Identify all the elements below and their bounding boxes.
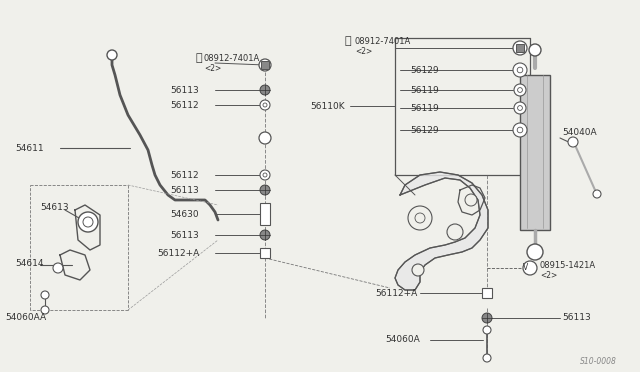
Circle shape [260,100,270,110]
Text: 08912-7401A: 08912-7401A [355,36,412,45]
Circle shape [408,206,432,230]
Text: 56129: 56129 [410,125,438,135]
Circle shape [518,106,522,110]
Polygon shape [395,172,488,290]
Circle shape [517,67,523,73]
Text: 54611: 54611 [15,144,44,153]
Circle shape [447,224,463,240]
Text: <2>: <2> [540,272,557,280]
Circle shape [41,306,49,314]
Circle shape [527,244,543,260]
Circle shape [259,132,271,144]
Text: 56112+A: 56112+A [157,248,199,257]
Text: 56113: 56113 [170,186,199,195]
Circle shape [514,84,526,96]
Text: 56119: 56119 [410,86,439,94]
Text: 56113: 56113 [170,86,199,94]
Text: Ⓝ: Ⓝ [345,36,351,46]
Text: <2>: <2> [355,46,372,55]
Text: <2>: <2> [204,64,221,73]
Circle shape [517,127,523,133]
Bar [260,203,270,225]
Circle shape [518,87,522,92]
Circle shape [263,173,267,177]
Circle shape [513,63,527,77]
Text: 56112: 56112 [170,170,198,180]
Circle shape [483,326,491,334]
Text: 54613: 54613 [40,202,68,212]
Text: V: V [524,263,529,273]
Circle shape [260,185,270,195]
Circle shape [263,103,267,107]
Text: 56113: 56113 [562,314,591,323]
Text: 54040A: 54040A [562,128,596,137]
Circle shape [260,230,270,240]
Text: 54614: 54614 [15,259,44,267]
Bar [520,75,550,230]
Circle shape [529,44,541,56]
Circle shape [53,263,63,273]
Text: 54060A: 54060A [385,336,420,344]
Bar [260,248,270,258]
Circle shape [593,190,601,198]
Text: 54060AA: 54060AA [5,314,46,323]
Circle shape [260,170,270,180]
Text: 08912-7401A: 08912-7401A [204,54,260,62]
Text: 54630: 54630 [170,209,198,218]
Circle shape [513,123,527,137]
Text: 56113: 56113 [170,231,199,240]
Text: Ⓝ: Ⓝ [195,53,202,63]
Circle shape [482,313,492,323]
Circle shape [483,354,491,362]
Circle shape [78,212,98,232]
Circle shape [260,85,270,95]
Bar [261,61,269,69]
Text: 56112: 56112 [170,100,198,109]
Circle shape [259,59,271,71]
Circle shape [513,41,527,55]
Text: 56110K: 56110K [310,102,344,110]
Text: S10-0008: S10-0008 [580,357,617,366]
Circle shape [41,291,49,299]
Bar [516,44,524,52]
Circle shape [523,261,537,275]
Text: 56119: 56119 [410,103,439,112]
Circle shape [107,50,117,60]
Circle shape [568,137,578,147]
Circle shape [412,264,424,276]
Bar [482,288,492,298]
Circle shape [415,213,425,223]
Circle shape [83,217,93,227]
Circle shape [514,102,526,114]
Text: 08915-1421A: 08915-1421A [540,260,596,269]
Text: 56129: 56129 [410,65,438,74]
Text: 56112+A: 56112+A [375,289,417,298]
Circle shape [465,194,477,206]
